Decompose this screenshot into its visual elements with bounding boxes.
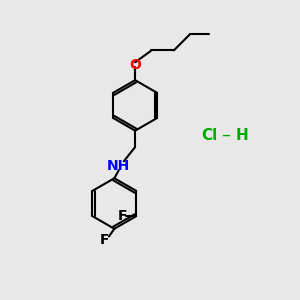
Text: NH: NH: [107, 159, 130, 173]
Text: H: H: [236, 128, 248, 142]
Text: Cl: Cl: [201, 128, 218, 142]
Text: F: F: [100, 233, 110, 247]
Text: –: –: [221, 126, 230, 144]
Text: F: F: [118, 209, 127, 223]
Text: O: O: [129, 58, 141, 72]
